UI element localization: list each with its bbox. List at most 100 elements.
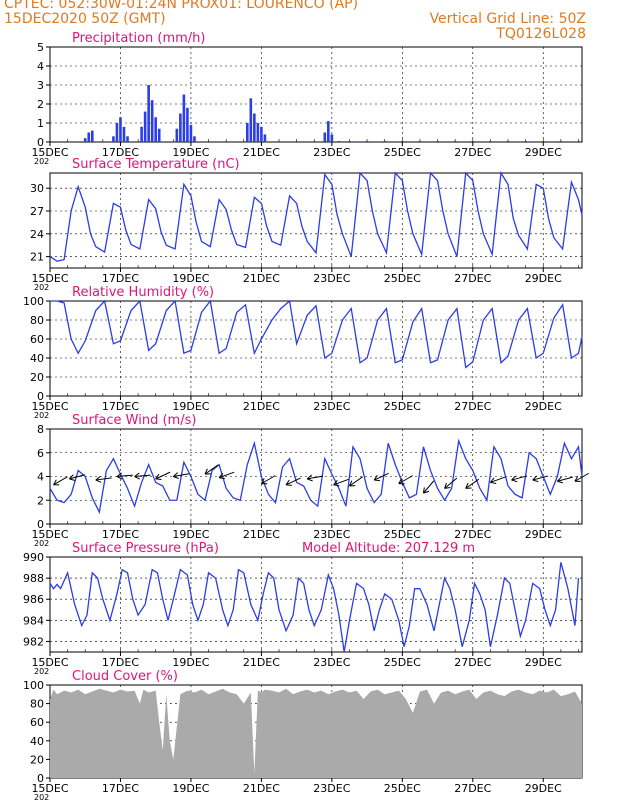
precip-bar <box>126 136 129 142</box>
wind-arrow-head <box>134 472 140 477</box>
wind-arrow-head <box>219 477 225 480</box>
precip-bar <box>401 141 404 142</box>
wind-arrow-head <box>532 479 539 483</box>
y-tick-label: 4 <box>37 60 44 73</box>
wind-arrow-shaft <box>373 472 389 481</box>
wind-arrow-head <box>155 478 162 480</box>
x-tick-label: 27DEC <box>454 146 491 159</box>
wind-arrow-shaft <box>307 475 324 480</box>
precip-bar <box>189 124 193 142</box>
wind-arrow-shaft <box>398 475 413 485</box>
precip-bar <box>256 123 260 142</box>
x-tick-label: 25DEC <box>384 146 421 159</box>
x-tick-label: 23DEC <box>313 656 350 669</box>
x-tick-label: 19DEC <box>172 272 209 285</box>
x-tick-label: 27DEC <box>454 400 491 413</box>
wind-arrow-head <box>333 479 338 486</box>
wind-arrow-shaft <box>532 475 549 481</box>
precip-bar <box>330 134 334 142</box>
wind-arrow-head <box>306 474 312 480</box>
precip-bar <box>157 128 161 142</box>
precip-bar <box>263 134 267 142</box>
x-tick-label: 17DEC <box>102 528 139 541</box>
x-tick-label: 17DEC <box>102 272 139 285</box>
series-line <box>49 438 583 515</box>
wind-arrow-head <box>285 479 290 486</box>
x-year-label: 202 <box>34 667 49 676</box>
wind-arrow-head <box>218 472 224 479</box>
y-tick-label: 20 <box>30 753 44 766</box>
wind-arrow-head <box>373 474 378 481</box>
precip-bar <box>471 141 475 142</box>
wind-arrow-shaft <box>53 476 68 486</box>
precip-bar <box>193 136 196 142</box>
wind-arrow-head <box>116 472 122 477</box>
y-tick-label: 2 <box>37 494 44 507</box>
y-tick-label: 0 <box>37 518 44 531</box>
precip-bar <box>453 141 457 142</box>
x-tick-label: 29DEC <box>525 528 562 541</box>
header-grid-note: Vertical Grid Line: 50Z <box>429 11 586 27</box>
plot-frame <box>49 556 583 653</box>
wind-arrow-shaft <box>261 475 276 485</box>
y-tick-label: 100 <box>23 295 44 308</box>
header-date: 15DEC2020 50Z (GMT) <box>4 11 166 27</box>
precip-bar <box>327 121 330 142</box>
x-tick-label: 21DEC <box>243 782 280 795</box>
precip-bar <box>154 117 157 142</box>
wind-arrow-shaft <box>333 478 349 486</box>
y-tick-label: 60 <box>30 716 44 729</box>
y-tick-label: 100 <box>23 679 44 692</box>
series-line <box>50 299 583 369</box>
x-tick-label: 27DEC <box>454 782 491 795</box>
x-tick-label: 25DEC <box>384 782 421 795</box>
wind-arrow-shaft <box>155 471 171 480</box>
x-tick-label: 21DEC <box>243 400 280 413</box>
precip-bar <box>87 132 91 142</box>
wind-arrow-head <box>95 476 101 481</box>
x-tick-label: 25DEC <box>384 400 421 413</box>
wind-arrow-head <box>557 480 564 484</box>
panel-title: Cloud Cover (%) <box>72 669 178 684</box>
precip-bar <box>348 141 351 142</box>
x-tick-label: 17DEC <box>102 146 139 159</box>
precip-bar <box>186 107 189 142</box>
x-tick-label: 23DEC <box>313 272 350 285</box>
wind-arrow-head <box>423 490 430 494</box>
wind-arrow-shaft <box>95 477 112 481</box>
precip-bar <box>175 128 179 142</box>
x-tick-label: 15DEC <box>31 146 68 159</box>
wind-arrow-head <box>53 479 57 486</box>
wind-arrow-shaft <box>511 475 528 481</box>
wind-arrow-shaft <box>173 473 190 477</box>
precip-bar <box>140 126 143 142</box>
x-tick-label: 27DEC <box>454 656 491 669</box>
wind-arrow-shaft <box>285 477 301 486</box>
panel-title: Surface Temperature (nC) <box>72 157 240 172</box>
x-tick-label: 29DEC <box>525 400 562 413</box>
x-tick-label: 17DEC <box>102 400 139 413</box>
x-tick-label: 17DEC <box>102 782 139 795</box>
y-tick-label: 984 <box>23 614 44 627</box>
y-tick-label: 21 <box>30 251 44 264</box>
panel-title: Surface Wind (m/s) <box>72 413 196 428</box>
precip-bar <box>147 85 150 142</box>
x-tick-label: 19DEC <box>172 400 209 413</box>
wind-arrow-shaft <box>444 477 458 489</box>
wind-arrow-shaft <box>204 464 219 475</box>
wind-arrow-head <box>286 484 292 486</box>
x-tick-label: 27DEC <box>454 528 491 541</box>
wind-arrow-head <box>374 479 380 482</box>
series-line <box>49 562 580 653</box>
precip-bar <box>150 100 154 142</box>
x-year-label: 202 <box>34 283 49 292</box>
x-tick-label: 29DEC <box>525 782 562 795</box>
panel-title: Precipitation (mm/h) <box>72 31 205 46</box>
plot-frame <box>49 172 583 269</box>
y-tick-label: 4 <box>37 471 44 484</box>
wind-arrow-shaft <box>574 472 590 482</box>
wind-arrow-shaft <box>116 474 133 477</box>
wind-arrow-shaft <box>490 476 506 483</box>
y-tick-label: 80 <box>30 314 44 327</box>
wind-arrow-head <box>444 486 451 489</box>
